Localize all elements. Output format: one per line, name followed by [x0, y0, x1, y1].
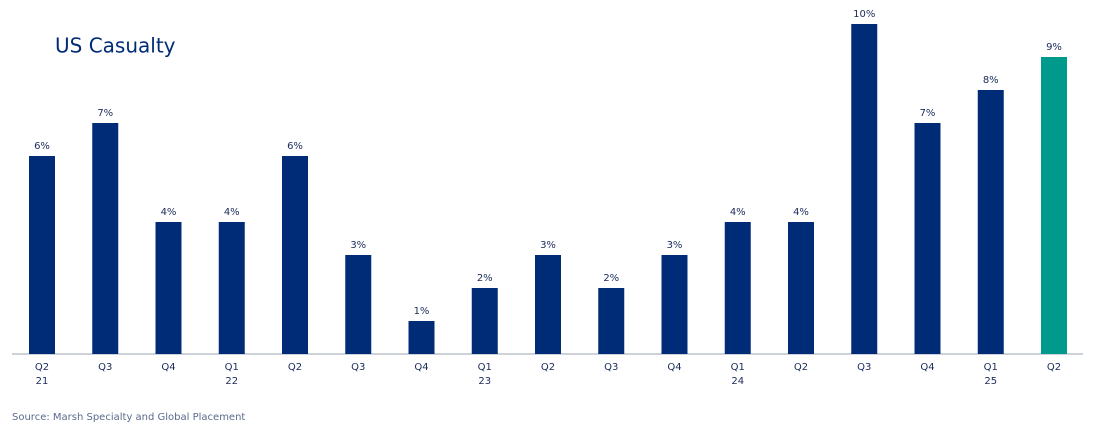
- bar: [345, 255, 372, 354]
- value-label: 3%: [350, 240, 366, 251]
- bar: [282, 156, 308, 354]
- x-tick-label: Q3: [351, 362, 365, 373]
- value-label: 4%: [224, 207, 240, 218]
- value-label: 4%: [793, 207, 809, 218]
- bar: [977, 90, 1004, 354]
- bar: [598, 288, 625, 354]
- value-label: 4%: [161, 207, 177, 218]
- x-tick-label: Q2: [1047, 362, 1061, 373]
- value-label: 3%: [667, 240, 683, 251]
- value-label: 3%: [540, 240, 556, 251]
- value-label: 9%: [1046, 42, 1062, 53]
- x-tick-label: Q1: [225, 362, 239, 373]
- value-label: 8%: [983, 75, 999, 86]
- x-tick-label: Q1: [731, 362, 745, 373]
- value-label: 7%: [97, 108, 113, 119]
- source-note: Source: Marsh Specialty and Global Place…: [12, 412, 245, 423]
- bar: [1041, 57, 1067, 354]
- value-label: 6%: [34, 141, 50, 152]
- x-tick-label: Q2: [794, 362, 808, 373]
- bar: [535, 255, 561, 354]
- x-tick-label: Q2: [35, 362, 49, 373]
- value-label: 1%: [414, 306, 430, 317]
- bar: [788, 222, 814, 354]
- x-tick-label: Q3: [857, 362, 871, 373]
- value-label: 10%: [853, 9, 875, 20]
- bar: [851, 24, 878, 354]
- x-tick-label: Q2: [288, 362, 302, 373]
- chart-title: US Casualty: [55, 34, 176, 58]
- x-year-label: 23: [478, 376, 491, 387]
- value-label: 4%: [730, 207, 746, 218]
- x-tick-label: Q1: [984, 362, 998, 373]
- bar: [724, 222, 751, 354]
- bar: [914, 123, 941, 354]
- value-label: 2%: [603, 273, 619, 284]
- x-tick-label: Q1: [478, 362, 492, 373]
- bar: [218, 222, 245, 354]
- value-label: 2%: [477, 273, 493, 284]
- bar: [471, 288, 498, 354]
- bar: [661, 255, 688, 354]
- x-tick-label: Q4: [667, 362, 681, 373]
- x-tick-label: Q3: [604, 362, 618, 373]
- x-tick-label: Q2: [541, 362, 555, 373]
- x-year-label: 24: [731, 376, 744, 387]
- x-year-label: 22: [225, 376, 238, 387]
- x-year-label: 21: [36, 376, 49, 387]
- x-year-label: 25: [984, 376, 997, 387]
- x-tick-label: Q3: [98, 362, 112, 373]
- bar: [29, 156, 55, 354]
- bar: [408, 321, 435, 354]
- bar: [92, 123, 119, 354]
- x-tick-label: Q4: [920, 362, 934, 373]
- bar: [155, 222, 182, 354]
- x-tick-label: Q4: [414, 362, 428, 373]
- x-tick-label: Q4: [161, 362, 175, 373]
- value-label: 7%: [920, 108, 936, 119]
- value-label: 6%: [287, 141, 303, 152]
